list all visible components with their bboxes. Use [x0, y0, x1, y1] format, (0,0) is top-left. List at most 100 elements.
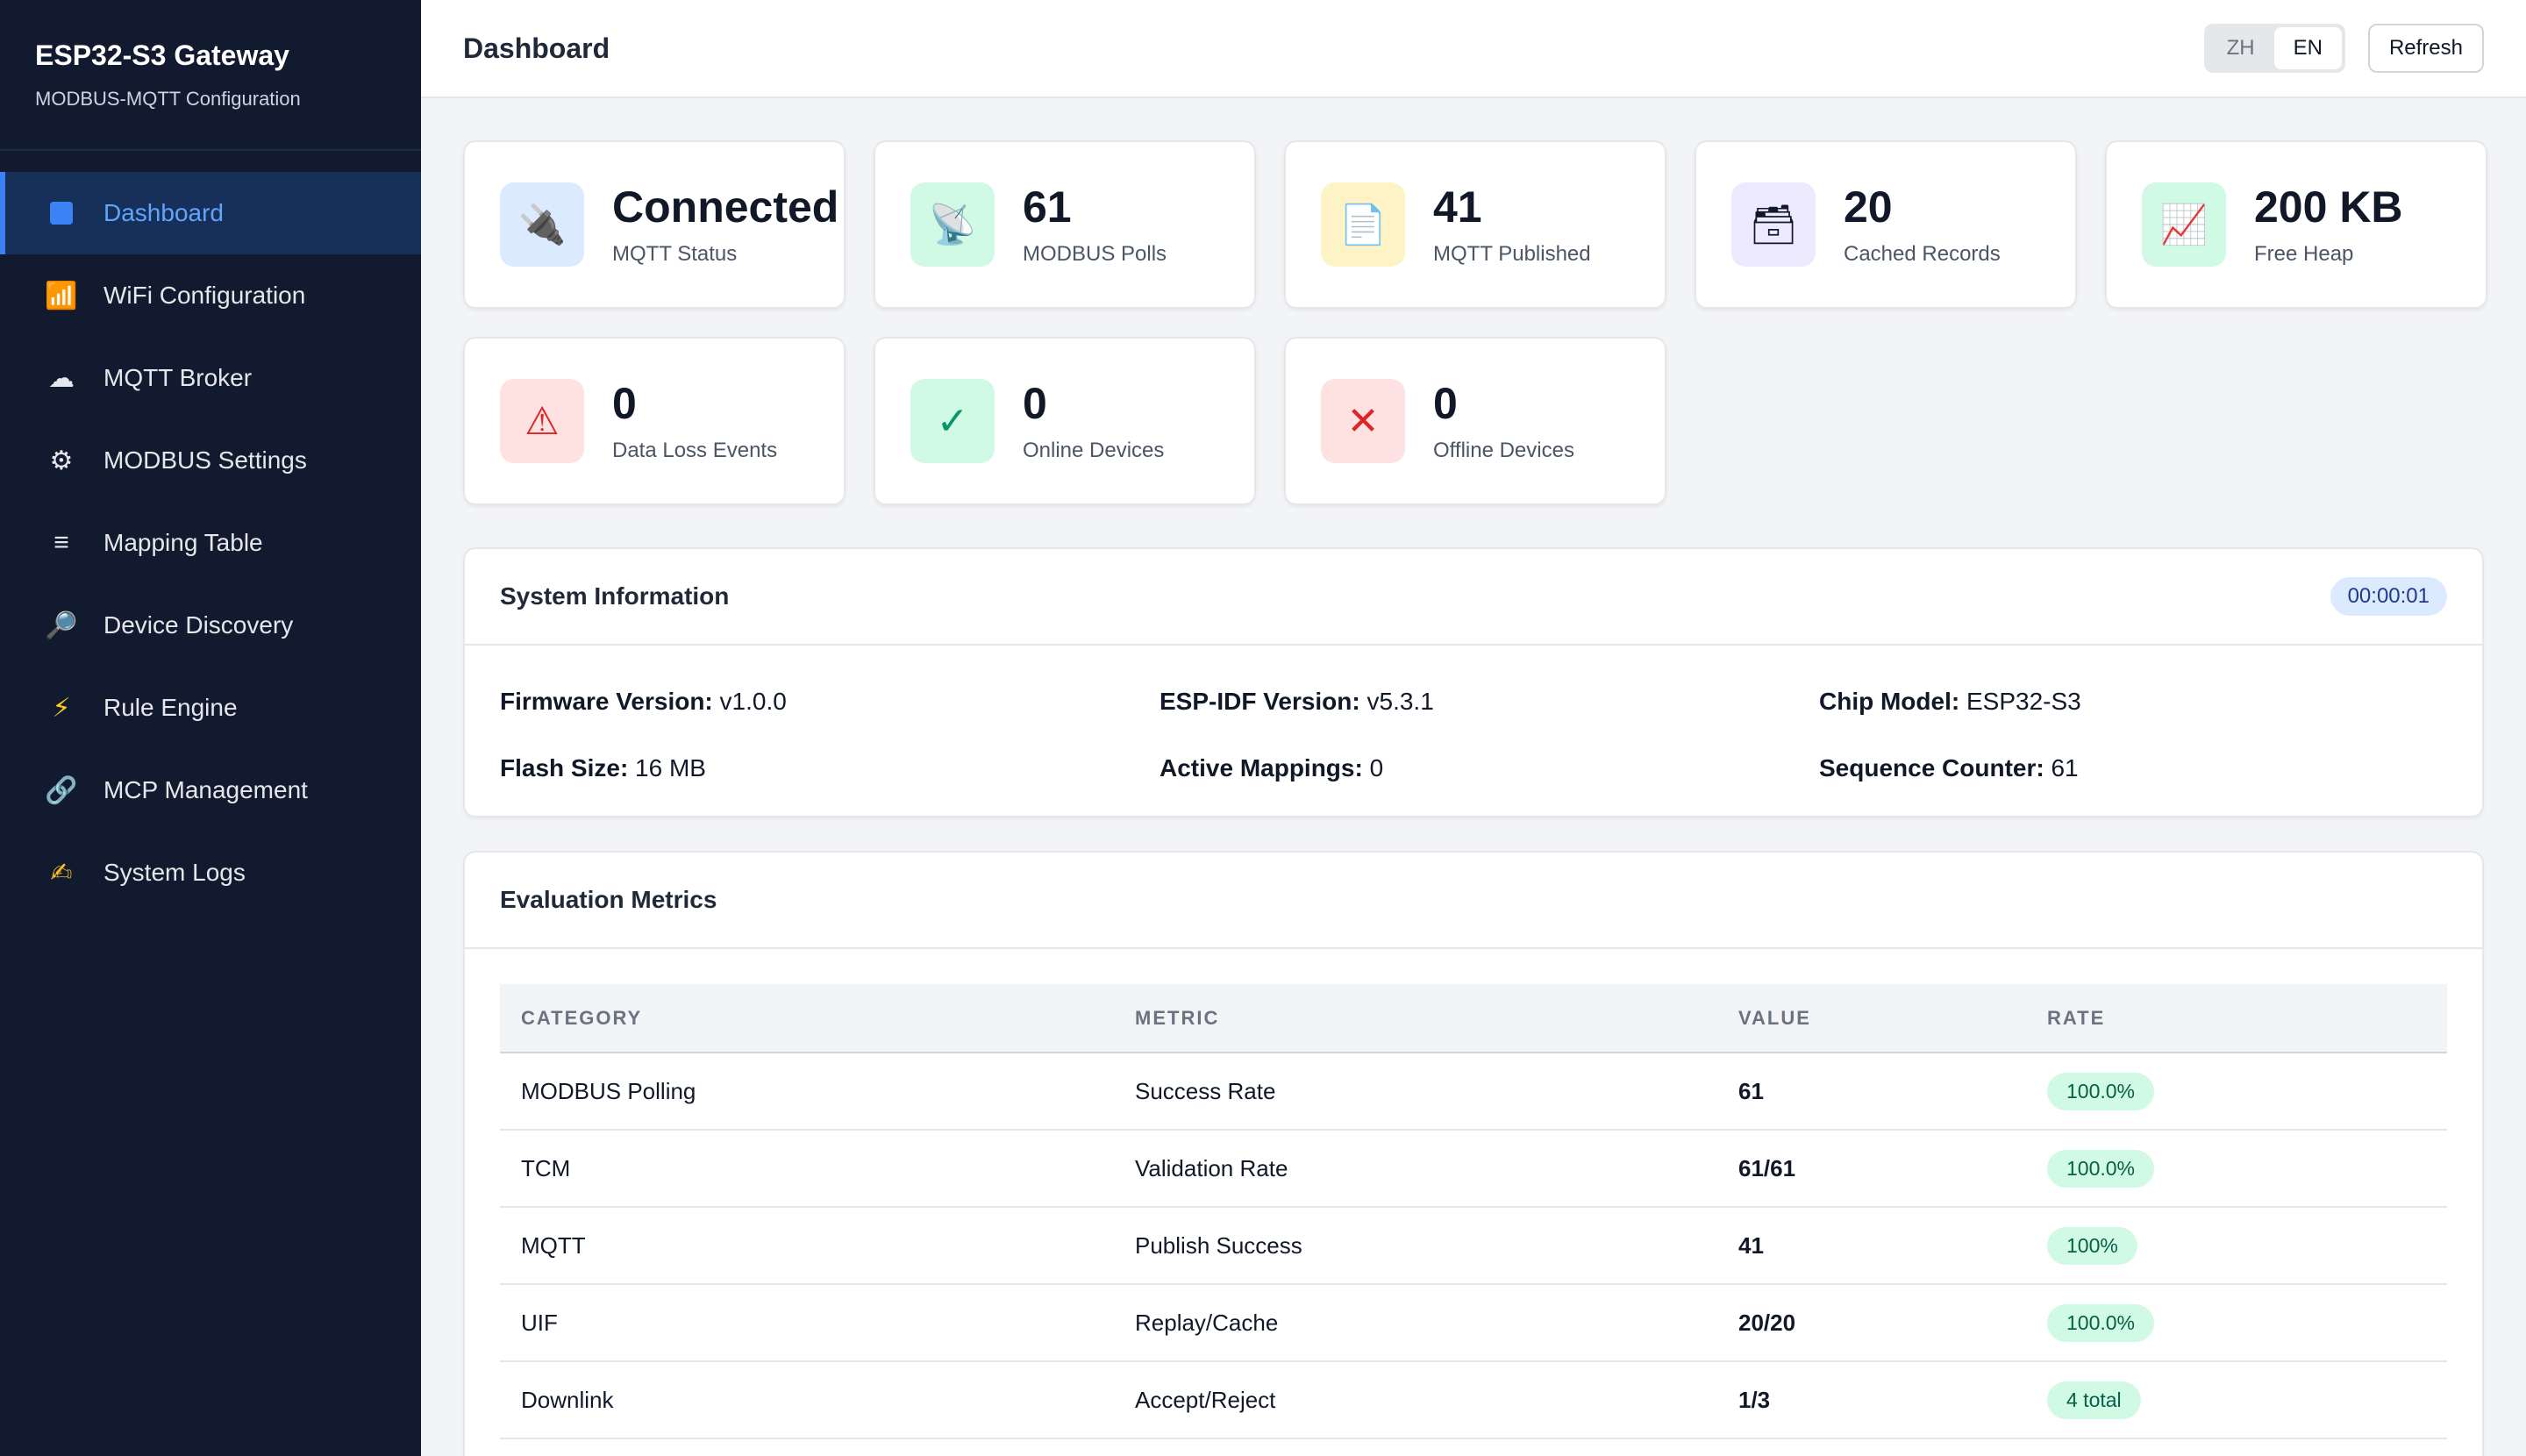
page-title: Dashboard — [463, 32, 610, 64]
refresh-button[interactable]: Refresh — [2367, 24, 2484, 73]
stat-value: 200 KB — [2254, 182, 2403, 232]
table-row: TCM Validation Rate 61/61 100.0% — [500, 1130, 2447, 1208]
link-icon: 🔗 — [45, 775, 78, 805]
document-icon: 📄 — [1321, 182, 1405, 267]
stat-label: MQTT Published — [1433, 242, 1591, 266]
sidebar-item-device-discovery[interactable]: 🔎 Device Discovery — [0, 584, 421, 667]
sidebar-item-mapping-table[interactable]: ≡ Mapping Table — [0, 502, 421, 584]
brand-subtitle: MODBUS-MQTT Configuration — [35, 88, 301, 110]
column-header: RATE — [2026, 984, 2447, 1053]
stat-label: Cached Records — [1844, 242, 2001, 266]
value-cell: 1/3 — [1717, 1361, 2026, 1439]
language-switcher: ZH EN — [2203, 24, 2345, 73]
sidebar-item-mqtt-broker[interactable]: ☁ MQTT Broker — [0, 337, 421, 419]
lang-zh-button[interactable]: ZH — [2226, 36, 2255, 60]
rate-cell: 100% — [2026, 1207, 2447, 1285]
plug-icon: 🔌 — [500, 182, 584, 267]
sidebar-item-label: System Logs — [103, 859, 246, 886]
table-row: MQTT Publish Success 41 100% — [500, 1207, 2447, 1285]
rate-badge: 100.0% — [2047, 1072, 2155, 1110]
stat-value: 61 — [1023, 182, 1072, 232]
metrics-table-wrap: CATEGORY METRIC VALUE RATE MODBUS Pollin… — [465, 949, 2482, 1439]
column-header: CATEGORY — [500, 984, 1114, 1053]
stat-card-mqtt-published: 📄 41 MQTT Published — [1284, 140, 1666, 309]
value-cell: 20/20 — [1717, 1284, 2026, 1362]
evaluation-metrics-panel: Evaluation Metrics CATEGORY METRIC VALUE… — [463, 851, 2484, 1456]
panel-title: System Information — [500, 582, 730, 610]
rate-badge: 100.0% — [2047, 1303, 2155, 1342]
category-cell: UIF — [500, 1284, 1114, 1362]
checkmark-icon: ✓ — [910, 379, 995, 463]
stat-card-data-loss-events: ⚠ 0 Data Loss Events — [463, 337, 846, 505]
stat-card-cached-records: 🗃 20 Cached Records — [1695, 140, 2077, 309]
sidebar-item-label: Mapping Table — [103, 529, 263, 556]
top-header: Dashboard ZH EN Refresh — [421, 0, 2526, 98]
sidebar-item-mcp-management[interactable]: 🔗 MCP Management — [0, 749, 421, 831]
stats-row-2: ⚠ 0 Data Loss Events ✓ 0 Online Devices … — [463, 337, 1666, 505]
magnifier-icon: 🔎 — [45, 610, 78, 640]
stat-card-free-heap: 📈 200 KB Free Heap — [2105, 140, 2487, 309]
gear-icon: ⚙ — [49, 446, 74, 475]
metric-cell: Validation Rate — [1114, 1130, 1717, 1208]
sidebar: ESP32-S3 Gateway MODBUS-MQTT Configurati… — [0, 0, 421, 1456]
list-icon: ≡ — [54, 528, 69, 557]
category-cell: MQTT — [500, 1207, 1114, 1285]
writing-hand-icon: ✍ — [50, 858, 73, 888]
metrics-table: CATEGORY METRIC VALUE RATE MODBUS Pollin… — [500, 984, 2447, 1439]
panel-title: Evaluation Metrics — [500, 886, 717, 913]
rate-cell: 4 total — [2026, 1361, 2447, 1439]
stat-value: 0 — [612, 379, 637, 428]
sidebar-item-label: Device Discovery — [103, 611, 294, 639]
value-cell: 41 — [1717, 1207, 2026, 1285]
sidebar-nav: Dashboard 📶 WiFi Configuration ☁ MQTT Br… — [0, 172, 421, 914]
header-actions: ZH EN Refresh — [2203, 24, 2484, 73]
stat-value: 41 — [1433, 182, 1482, 232]
chip-model: Chip Model: ESP32-S3 — [1819, 688, 2081, 715]
stat-value: 0 — [1023, 379, 1047, 428]
brand: ESP32-S3 Gateway MODBUS-MQTT Configurati… — [0, 0, 421, 151]
metric-cell: Publish Success — [1114, 1207, 1717, 1285]
rate-badge: 100% — [2047, 1226, 2137, 1265]
table-row: Downlink Accept/Reject 1/3 4 total — [500, 1361, 2447, 1439]
cross-icon: ✕ — [1321, 379, 1405, 463]
value-cell: 61/61 — [1717, 1130, 2026, 1208]
sidebar-item-wifi-configuration[interactable]: 📶 WiFi Configuration — [0, 254, 421, 337]
stat-card-online-devices: ✓ 0 Online Devices — [874, 337, 1256, 505]
stats-row-1: 🔌 Connected MQTT Status 📡 61 MODBUS Poll… — [463, 140, 2487, 309]
sidebar-item-modbus-settings[interactable]: ⚙ MODBUS Settings — [0, 419, 421, 502]
flash-size: Flash Size: 16 MB — [500, 754, 706, 782]
category-cell: Downlink — [500, 1361, 1114, 1439]
card-box-icon: 🗃 — [1731, 182, 1816, 267]
sidebar-item-rule-engine[interactable]: ⚡ Rule Engine — [0, 667, 421, 749]
sidebar-item-label: MQTT Broker — [103, 364, 253, 391]
stat-value: 20 — [1844, 182, 1893, 232]
lang-en-button[interactable]: EN — [2273, 27, 2342, 69]
satellite-icon: 📡 — [910, 182, 995, 267]
stat-value: 0 — [1433, 379, 1458, 428]
stat-label: Data Loss Events — [612, 439, 778, 462]
stat-label: Free Heap — [2254, 242, 2354, 266]
stat-card-mqtt-status: 🔌 Connected MQTT Status — [463, 140, 846, 309]
table-header-row: CATEGORY METRIC VALUE RATE — [500, 984, 2447, 1053]
firmware-version: Firmware Version: v1.0.0 — [500, 688, 787, 715]
sidebar-item-dashboard[interactable]: Dashboard — [0, 172, 421, 254]
esp-idf-version: ESP-IDF Version: v5.3.1 — [1160, 688, 1434, 715]
uptime-badge: 00:00:01 — [2330, 577, 2447, 616]
system-information-panel: System Information 00:00:01 Firmware Ver… — [463, 547, 2484, 817]
sidebar-item-system-logs[interactable]: ✍ System Logs — [0, 831, 421, 914]
metric-cell: Accept/Reject — [1114, 1361, 1717, 1439]
panel-header: System Information 00:00:01 — [465, 549, 2482, 646]
rate-cell: 100.0% — [2026, 1053, 2447, 1131]
rate-badge: 4 total — [2047, 1381, 2141, 1419]
stat-card-modbus-polls: 📡 61 MODBUS Polls — [874, 140, 1256, 309]
brand-title: ESP32-S3 Gateway — [35, 39, 289, 71]
stat-label: Online Devices — [1023, 439, 1165, 462]
stat-label: MQTT Status — [612, 242, 738, 266]
category-cell: TCM — [500, 1130, 1114, 1208]
warning-icon: ⚠ — [500, 379, 584, 463]
cloud-icon: ☁ — [48, 363, 75, 393]
panel-header: Evaluation Metrics — [465, 853, 2482, 949]
sidebar-item-label: MODBUS Settings — [103, 446, 307, 474]
value-cell: 61 — [1717, 1053, 2026, 1131]
table-row: MODBUS Polling Success Rate 61 100.0% — [500, 1053, 2447, 1131]
